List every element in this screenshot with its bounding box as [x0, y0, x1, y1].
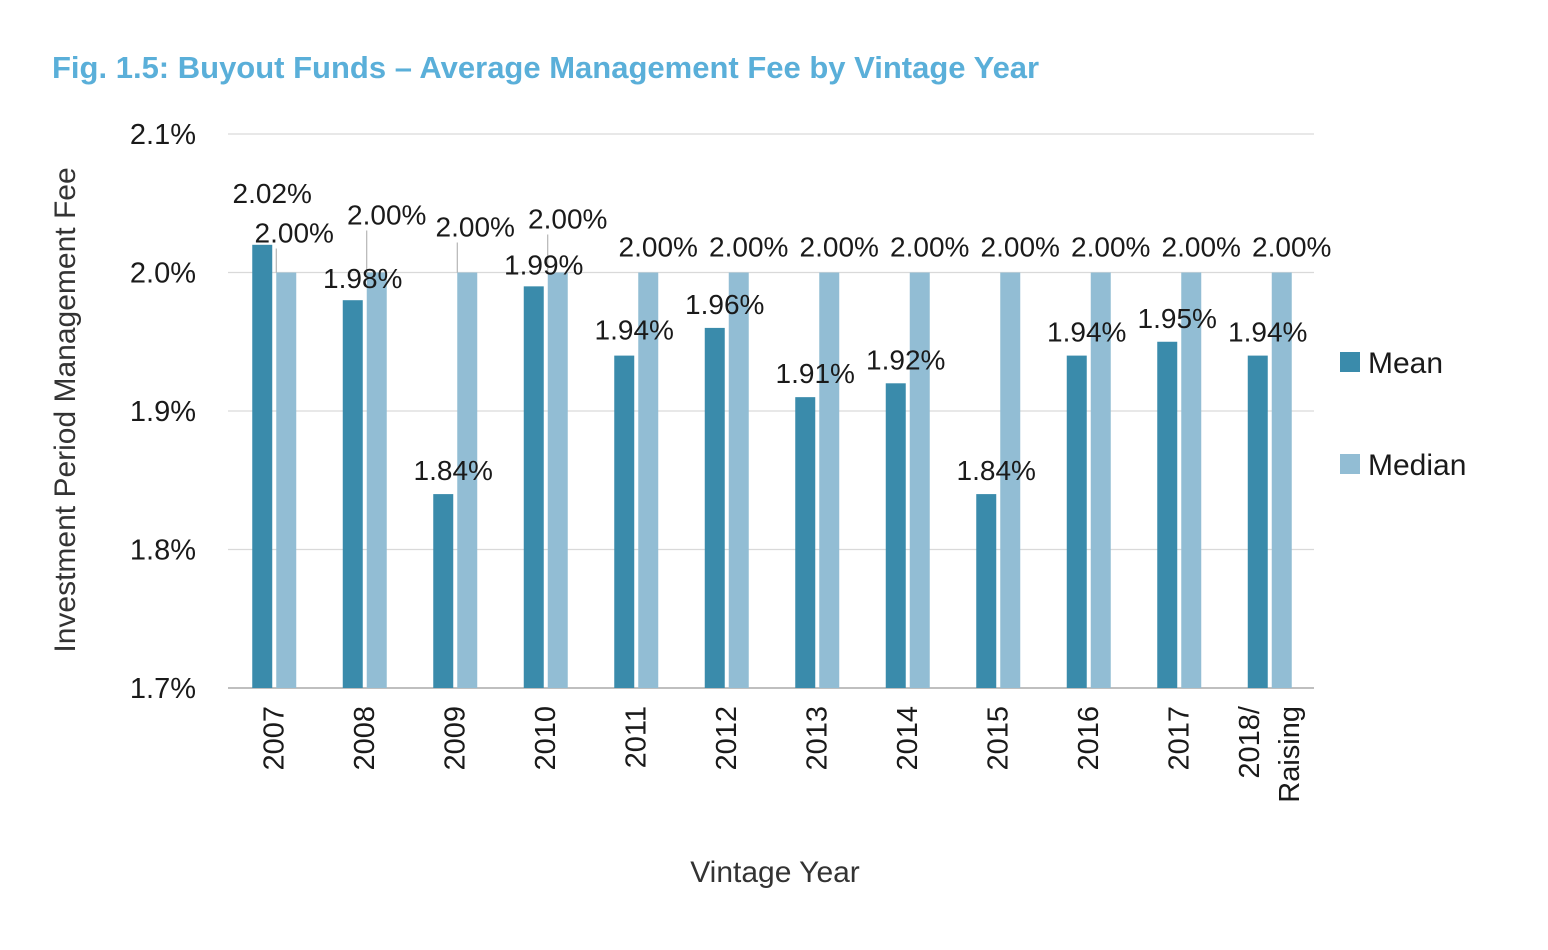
x-category-label: 2017	[1163, 706, 1195, 771]
x-category-label: 2018/	[1234, 705, 1266, 779]
data-label-mean: 1.91%	[776, 358, 855, 389]
data-label-mean: 1.95%	[1138, 303, 1217, 334]
bar-median	[1271, 272, 1292, 688]
x-category-label: 2016	[1073, 706, 1105, 771]
data-label-mean: 1.96%	[685, 289, 764, 320]
x-category-label: 2010	[530, 706, 562, 771]
x-category-label: 2009	[439, 706, 471, 771]
data-label-median: 2.00%	[528, 204, 607, 235]
bar-mean	[795, 397, 816, 688]
data-label-mean: 1.98%	[323, 263, 402, 294]
bar-median	[457, 272, 478, 688]
data-labels: 2.02% 2.00% 1.98% 2.00% 1.84% 2.00% 1.99% 2.00%…	[233, 178, 1332, 486]
x-category-label: 2011	[620, 706, 652, 768]
x-axis-categories: 2007 2008 2009 2010 2011 2012 2013 2014 2015 2016…	[258, 705, 1306, 803]
bar-median	[547, 272, 568, 688]
x-category-label: 2008	[349, 706, 381, 771]
data-label-median: 2.00%	[255, 218, 334, 249]
chart-title: Fig. 1.5: Buyout Funds – Average Managem…	[52, 50, 1040, 85]
bar-median	[728, 272, 749, 688]
data-label-median: 2.00%	[1252, 232, 1331, 263]
y-axis-ticks: 1.7% 1.8% 1.9% 2.0% 2.1%	[130, 119, 196, 705]
legend-swatch	[1340, 352, 1360, 372]
label-leader-lines	[275, 230, 549, 273]
x-category-label: 2007	[258, 706, 290, 771]
bar-mean	[1247, 355, 1268, 688]
data-label-mean: 1.94%	[1047, 317, 1126, 348]
bar-mean	[614, 355, 635, 688]
bar-median	[366, 272, 387, 688]
data-label-median: 2.00%	[800, 232, 879, 263]
y-axis-title: Investment Period Management Fee	[49, 167, 82, 652]
data-label-median: 2.00%	[619, 232, 698, 263]
bar-mean	[976, 494, 997, 688]
data-label-mean: 2.02%	[233, 178, 312, 209]
bar-mean	[704, 327, 725, 688]
bar-mean	[1157, 341, 1178, 688]
legend: Mean Median	[1340, 347, 1466, 482]
data-label-median: 2.00%	[347, 200, 426, 231]
y-tick-label: 2.1%	[130, 119, 196, 151]
bar-mean	[885, 383, 906, 688]
bar-median	[1000, 272, 1021, 688]
x-category-label: 2015	[982, 706, 1014, 771]
bar-mean	[523, 286, 544, 688]
data-label-median: 2.00%	[1071, 232, 1150, 263]
data-label-mean: 1.84%	[414, 455, 493, 486]
gridlines	[228, 133, 1314, 689]
data-label-mean: 1.99%	[504, 249, 583, 280]
bar-median	[638, 272, 659, 688]
data-label-mean: 1.84%	[957, 455, 1036, 486]
data-label-mean: 1.94%	[1228, 317, 1307, 348]
data-label-median: 2.00%	[709, 232, 788, 263]
x-category-label: Raising	[1274, 706, 1306, 803]
y-tick-label: 2.0%	[130, 258, 196, 290]
bar-median	[1090, 272, 1111, 688]
y-tick-label: 1.9%	[130, 396, 196, 428]
x-category-label: 2014	[892, 706, 924, 771]
bar-median	[819, 272, 840, 688]
x-category-label: 2013	[801, 706, 833, 771]
bar-mean	[433, 494, 454, 688]
legend-label: Mean	[1368, 347, 1443, 380]
x-axis-title: Vintage Year	[690, 856, 860, 889]
data-label-mean: 1.92%	[866, 344, 945, 375]
bars	[252, 244, 1292, 689]
data-label-mean: 1.94%	[595, 315, 674, 346]
bar-mean	[1066, 355, 1087, 688]
bar-median	[1181, 272, 1202, 688]
legend-swatch	[1340, 454, 1360, 474]
y-tick-label: 1.8%	[130, 535, 196, 567]
data-label-median: 2.00%	[1162, 232, 1241, 263]
legend-label: Median	[1368, 449, 1466, 482]
data-label-median: 2.00%	[436, 212, 515, 243]
x-category-label: 2012	[711, 706, 743, 771]
bar-median	[909, 272, 930, 688]
bar-mean	[342, 300, 363, 688]
y-tick-label: 1.7%	[130, 673, 196, 705]
data-label-median: 2.00%	[890, 232, 969, 263]
bar-median	[276, 272, 297, 688]
data-label-median: 2.00%	[981, 232, 1060, 263]
bar-mean	[252, 244, 273, 689]
